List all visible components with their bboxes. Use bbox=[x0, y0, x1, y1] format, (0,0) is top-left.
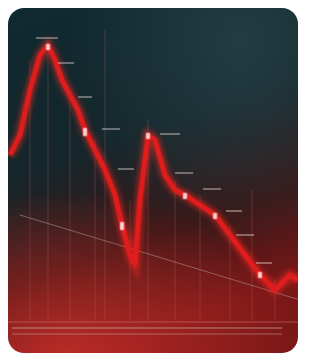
page bbox=[0, 0, 306, 361]
image bbox=[0, 0, 306, 361]
background-glow bbox=[8, 150, 298, 353]
photo bbox=[8, 8, 300, 353]
